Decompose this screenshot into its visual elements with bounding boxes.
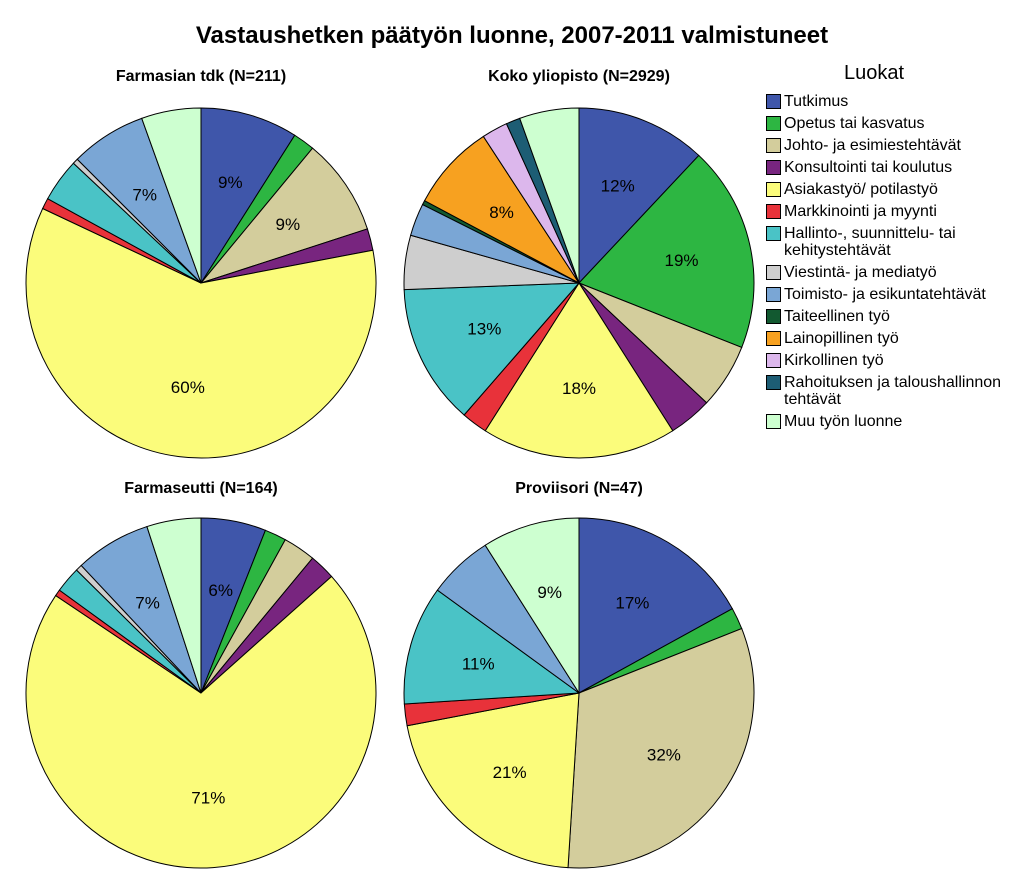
legend-swatch — [766, 204, 781, 219]
data-label: 9% — [537, 583, 562, 602]
legend-label: Opetus tai kasvatus — [784, 115, 925, 132]
pie-slice — [200, 107, 296, 285]
data-label: 8% — [489, 203, 514, 222]
legend-label: Johto- ja esimiestehtävät — [784, 137, 961, 154]
legend-label: Konsultointi tai koulutus — [784, 159, 953, 176]
legend-swatch — [766, 353, 781, 368]
legend-swatch — [766, 287, 781, 302]
legend-item: Hallinto-, suunnittelu- tai kehitystehtä… — [760, 225, 1022, 259]
legend-swatch — [766, 265, 781, 280]
legend-swatch — [766, 182, 781, 197]
data-label: 7% — [132, 185, 157, 204]
pie-slice — [578, 154, 755, 349]
legend-label: Kirkollinen työ — [784, 352, 884, 369]
legend-label: Toimisto- ja esikuntatehtävät — [784, 286, 986, 303]
pie-slice — [403, 589, 581, 705]
data-label: 13% — [467, 319, 501, 338]
legend-swatch — [766, 116, 781, 131]
data-label: 9% — [218, 173, 243, 192]
pie-slice — [146, 517, 202, 694]
legend-label: Markkinointi ja myynti — [784, 203, 937, 220]
pie-slice — [578, 107, 700, 285]
legend-item: Lainopillinen työ — [760, 330, 1022, 347]
legend-swatch — [766, 94, 781, 109]
legend-label: Taiteellinen työ — [784, 308, 890, 325]
legend-item: Tutkimus — [760, 93, 1022, 110]
data-label: 17% — [615, 594, 649, 613]
legend-item: Kirkollinen työ — [760, 352, 1022, 369]
data-label: 9% — [276, 215, 301, 234]
legend: Luokat Tutkimus Opetus tai kasvatus Johto-… — [760, 62, 1022, 435]
pie-slice — [141, 107, 202, 284]
pie-slice — [484, 517, 580, 695]
data-label: 6% — [208, 581, 233, 600]
pie-slice — [519, 107, 580, 284]
data-label: 32% — [647, 746, 681, 765]
pie-title-farmasian-tdk: Farmasian tdk (N=211) — [115, 68, 287, 85]
legend-item: Viestintä- ja mediatyö — [760, 264, 1022, 281]
legend-item: Muu työn luonne — [760, 413, 1022, 430]
legend-item: Taiteellinen työ — [760, 308, 1022, 325]
pie-slice — [199, 147, 369, 285]
legend-item: Toimisto- ja esikuntatehtävät — [760, 286, 1022, 303]
pie-slice — [403, 282, 581, 416]
pie-slice — [25, 575, 377, 869]
legend-swatch — [766, 226, 781, 241]
legend-swatch — [766, 375, 781, 390]
legend-label: Tutkimus — [784, 93, 849, 110]
pie-slice — [406, 692, 580, 869]
legend-swatch — [766, 331, 781, 346]
data-label: 71% — [191, 789, 225, 808]
legend-label: Asiakastyö/ potilastyö — [784, 181, 938, 198]
pie-slice — [25, 207, 377, 459]
legend-swatch — [766, 138, 781, 153]
pie-slice — [567, 627, 755, 869]
data-label: 12% — [601, 176, 635, 195]
data-label: 11% — [462, 655, 495, 674]
legend-label: Lainopillinen työ — [784, 330, 899, 347]
legend-swatch — [766, 414, 781, 429]
legend-item: Opetus tai kasvatus — [760, 115, 1022, 132]
pie-title-farmaseutti: Farmaseutti (N=164) — [124, 480, 278, 497]
legend-items: Tutkimus Opetus tai kasvatus Johto- ja esi… — [760, 93, 1022, 430]
legend-swatch — [766, 309, 781, 324]
legend-label: Viestintä- ja mediatyö — [784, 264, 937, 281]
pie-title-koko-yliopisto: Koko yliopisto (N=2929) — [488, 68, 670, 85]
legend-item: Johto- ja esimiestehtävät — [760, 137, 1022, 154]
data-label: 18% — [562, 379, 596, 398]
legend-item: Asiakastyö/ potilastyö — [760, 181, 1022, 198]
data-label: 21% — [493, 763, 527, 782]
legend-item: Markkinointi ja myynti — [760, 203, 1022, 220]
legend-item: Rahoituksen ja taloushallinnon tehtävät — [760, 374, 1022, 408]
chart-title: Vastaushetken päätyön luonne, 2007-2011 … — [195, 22, 829, 49]
data-label: 7% — [135, 594, 160, 613]
legend-title: Luokat — [844, 62, 905, 84]
pie-slice — [578, 517, 734, 694]
data-label: 19% — [664, 251, 698, 270]
legend-label: Hallinto-, suunnittelu- tai kehitystehtä… — [784, 225, 956, 259]
legend-swatch — [766, 160, 781, 175]
pie-slice — [484, 282, 674, 459]
legend-item: Konsultointi tai koulutus — [760, 159, 1022, 176]
data-label: 60% — [171, 378, 205, 397]
pie-title-proviisori: Proviisori (N=47) — [515, 480, 643, 497]
legend-label: Muu työn luonne — [784, 413, 903, 430]
legend-label: Rahoituksen ja taloushallinnon tehtävät — [784, 374, 1002, 408]
